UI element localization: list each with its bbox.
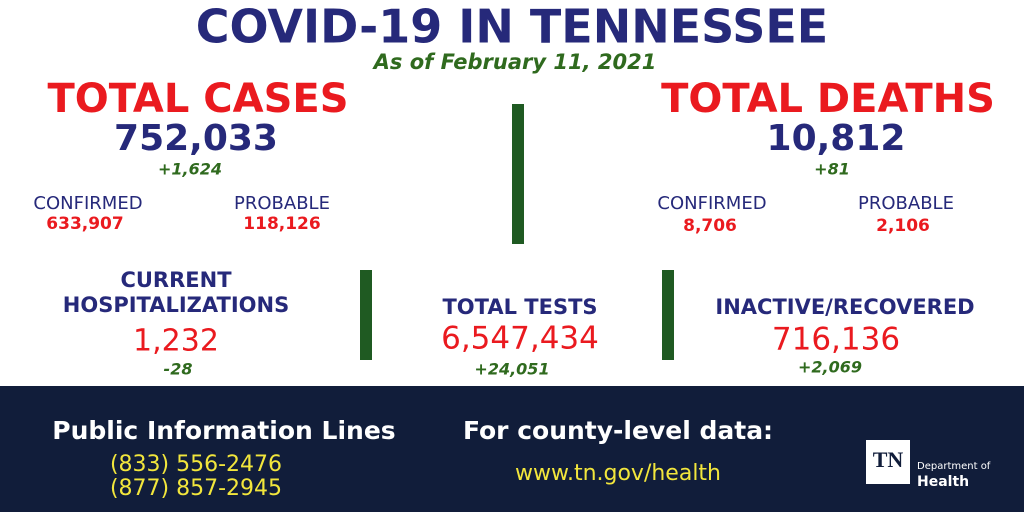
cases-value: 752,033 <box>114 118 278 159</box>
cases-change: +1,624 <box>158 160 222 179</box>
tests-change: +24,051 <box>474 360 549 379</box>
cases-probable-label: PROBABLE <box>234 193 330 214</box>
logo-box <box>866 440 910 484</box>
recovered-label: INACTIVE/RECOVERED <box>715 295 974 319</box>
divider <box>512 104 524 244</box>
subtitle: As of February 11, 2021 <box>372 50 657 74</box>
hosp-label: HOSPITALIZATIONS <box>63 293 289 317</box>
tests-label: TOTAL TESTS <box>442 295 597 319</box>
cases-confirmed-value: 633,907 <box>46 214 123 234</box>
county-title: For county-level data: <box>463 416 773 445</box>
divider <box>662 270 674 360</box>
cases-confirmed-label: CONFIRMED <box>33 193 142 214</box>
title: COVID-19 IN TENNESSEE <box>196 0 828 54</box>
hosp-label: CURRENT <box>120 268 232 292</box>
recovered-change: +2,069 <box>798 358 862 377</box>
deaths-probable-value: 2,106 <box>876 216 930 236</box>
url: www.tn.gov/health <box>515 461 721 486</box>
tests-value: 6,547,434 <box>441 321 599 357</box>
recovered-value: 716,136 <box>772 322 900 358</box>
cases-probable-value: 118,126 <box>243 214 320 234</box>
hosp-change: -28 <box>164 360 193 379</box>
cases-label: TOTAL CASES <box>47 76 348 122</box>
phone: (877) 857-2945 <box>110 476 282 501</box>
logo-mark: TN <box>873 447 904 472</box>
deaths-value: 10,812 <box>767 118 906 159</box>
deaths-change: +81 <box>814 160 850 179</box>
deaths-confirmed-value: 8,706 <box>683 216 737 236</box>
divider <box>360 270 372 360</box>
footer-band <box>0 386 1024 512</box>
phone: (833) 556-2476 <box>110 452 282 477</box>
info-title: Public Information Lines <box>52 416 395 445</box>
deaths-label: TOTAL DEATHS <box>661 76 995 122</box>
logo-text: Health <box>917 474 969 490</box>
deaths-confirmed-label: CONFIRMED <box>657 193 766 214</box>
deaths-probable-label: PROBABLE <box>858 193 954 214</box>
hosp-value: 1,232 <box>133 324 219 359</box>
logo-text: Department of <box>917 461 991 472</box>
